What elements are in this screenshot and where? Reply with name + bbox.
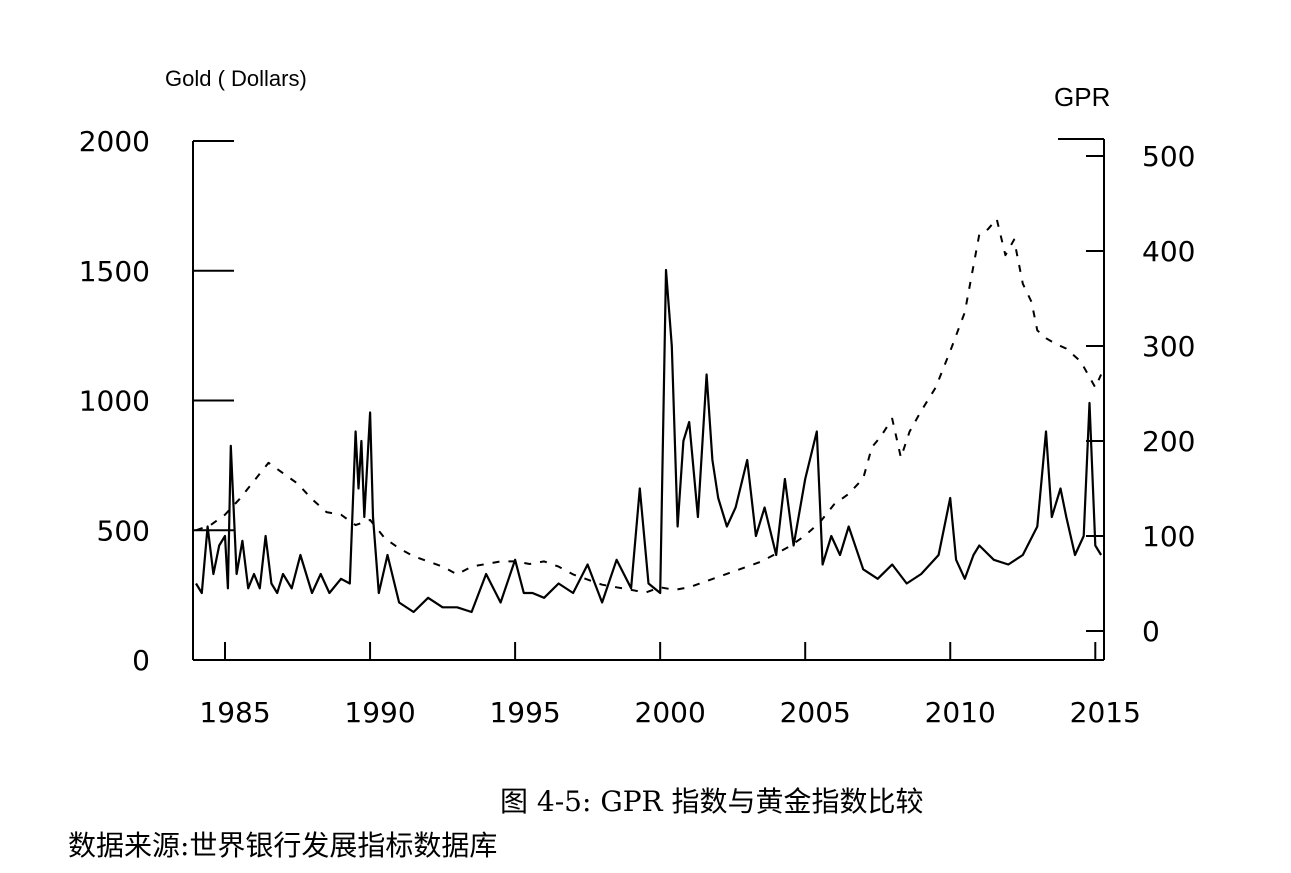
right-axis-title: GPR (1054, 82, 1111, 112)
ticks: 0 500 1000 1500 2000 0 100 200 300 400 500 1985 1990… (79, 125, 1196, 729)
right-tick-label: 0 (1142, 615, 1160, 648)
left-tick-label: 0 (132, 644, 150, 677)
right-tick-label: 400 (1142, 235, 1195, 268)
left-tick-label: 2000 (79, 125, 150, 158)
right-tick-label: 500 (1142, 140, 1195, 173)
right-tick-label: 300 (1142, 330, 1195, 363)
x-tick-label: 2005 (780, 696, 851, 729)
right-tick-label: 200 (1142, 425, 1195, 458)
x-tick-label: 1990 (344, 696, 415, 729)
figure-caption: 图 4-5: GPR 指数与黄金指数比较 (500, 785, 924, 818)
left-tick-label: 1000 (79, 385, 150, 418)
left-tick-label: 500 (97, 514, 150, 547)
left-tick-label: 1500 (79, 255, 150, 288)
data-source-note: 数据来源:世界银行发展指标数据库 (68, 829, 498, 862)
x-tick-label: 2000 (635, 696, 706, 729)
x-tick-label: 2010 (925, 696, 996, 729)
x-tick-label: 2015 (1070, 696, 1141, 729)
right-tick-label: 100 (1142, 520, 1195, 553)
gold-price-series-line (195, 217, 1103, 594)
x-tick-label: 1985 (199, 696, 270, 729)
gpr-index-series-line (195, 268, 1103, 614)
x-tick-label: 1995 (489, 696, 560, 729)
left-axis-title: Gold ( Dollars) (165, 66, 307, 91)
series-layer (195, 217, 1103, 614)
